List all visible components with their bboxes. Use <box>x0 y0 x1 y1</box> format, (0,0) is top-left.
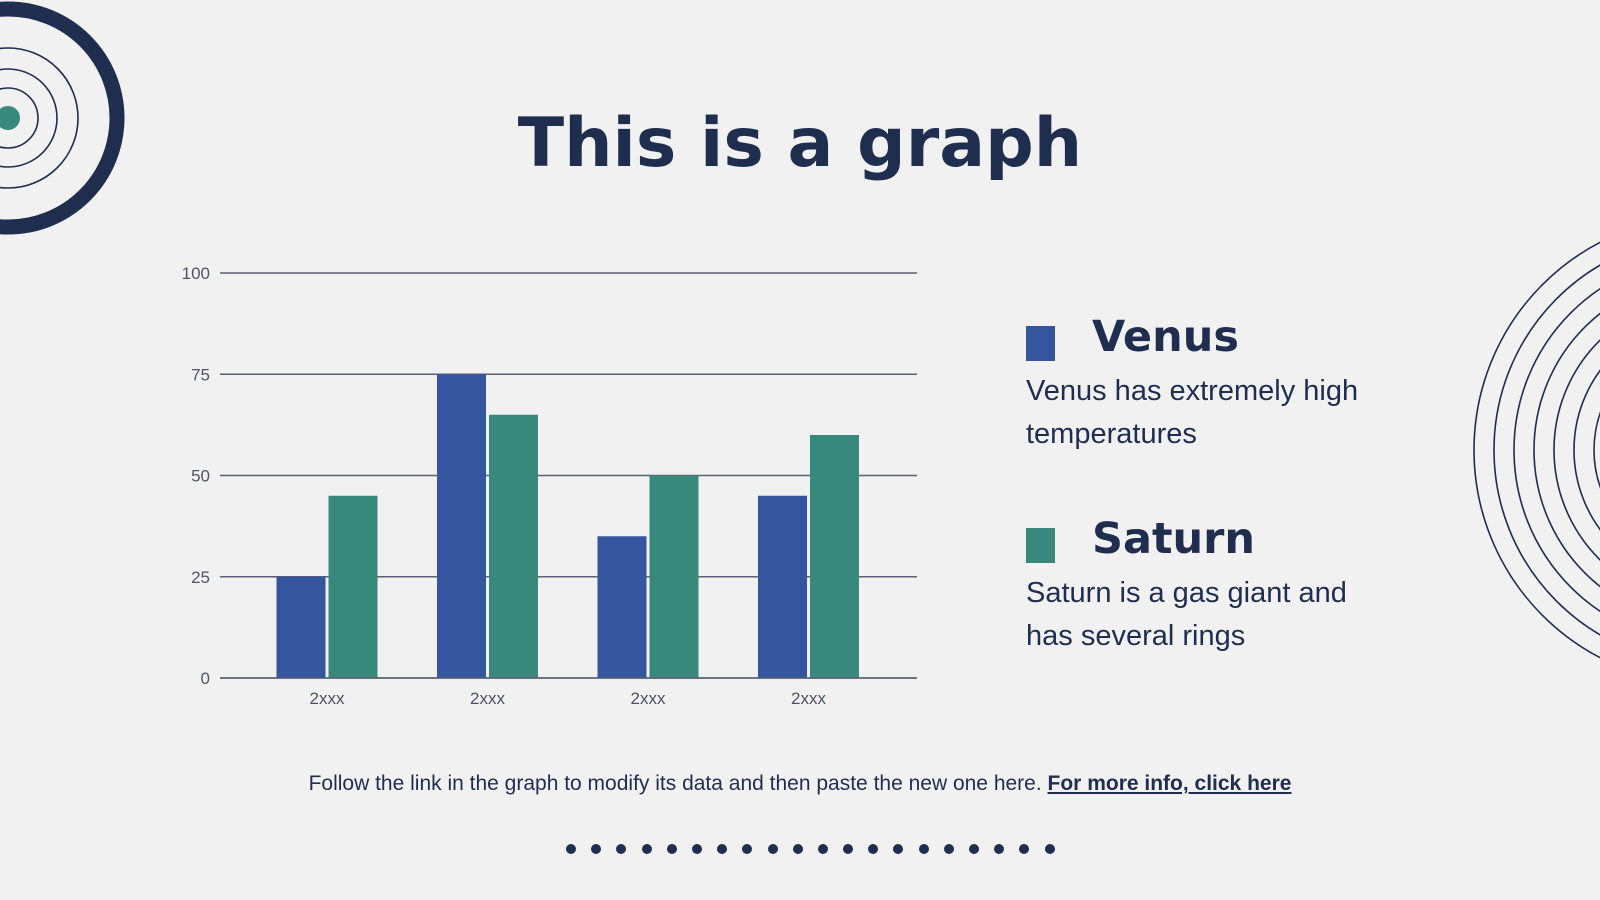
bar-venus <box>437 374 486 678</box>
dot <box>817 844 828 854</box>
dot <box>893 844 904 854</box>
concentric-arcs-right-decoration <box>1473 241 1600 659</box>
dot <box>666 844 677 854</box>
dot <box>616 844 627 854</box>
y-tick-label: 100 <box>182 264 210 283</box>
x-tick-label: 2xxx <box>791 689 826 708</box>
dot <box>792 844 803 854</box>
legend-description-saturn: Saturn is a gas giant and has several ri… <box>1026 577 1347 652</box>
y-tick-label: 0 <box>201 669 210 688</box>
dot-row-decoration <box>566 844 1055 854</box>
dot <box>1019 844 1030 854</box>
dot <box>717 844 728 854</box>
legend-name-venus: Venus <box>1092 312 1239 362</box>
bar-venus <box>597 536 647 678</box>
bar-saturn <box>649 475 699 678</box>
footnote-text: Follow the link in the graph to modify i… <box>308 772 1042 795</box>
bar-saturn <box>810 435 859 678</box>
y-tick-label: 75 <box>191 365 210 384</box>
dot <box>566 844 576 854</box>
dot <box>918 844 929 854</box>
dot <box>691 844 702 854</box>
x-tick-label: 2xxx <box>631 689 666 708</box>
legend-swatch-venus <box>1026 326 1055 361</box>
y-tick-label: 25 <box>191 568 210 587</box>
concentric-circles-top-left-decoration <box>0 1 125 235</box>
dot <box>641 844 652 854</box>
dot <box>742 844 753 854</box>
y-tick-label: 50 <box>191 467 210 486</box>
bar-venus <box>758 495 807 678</box>
dot <box>943 844 954 854</box>
x-tick-label: 2xxx <box>310 689 345 708</box>
bar-saturn <box>489 414 538 678</box>
legend-name-saturn: Saturn <box>1092 514 1255 564</box>
bar-chart: 0 25 50 75 100 2xxx 2xxx 2xxx 2xxx <box>182 264 917 708</box>
dot <box>591 844 602 854</box>
more-info-link[interactable]: For more info, click here <box>1047 772 1292 795</box>
dot <box>843 844 854 854</box>
bar-saturn <box>328 495 378 678</box>
dot <box>969 844 979 854</box>
dot <box>767 844 778 854</box>
dot <box>994 844 1005 854</box>
dot <box>1044 844 1055 854</box>
legend-description-venus: Venus has extremely high temperatures <box>1026 375 1359 450</box>
legend-swatch-saturn <box>1026 528 1055 563</box>
footnote: Follow the link in the graph to modify i… <box>0 772 1600 796</box>
dot <box>868 844 879 854</box>
x-tick-label: 2xxx <box>470 689 505 708</box>
bar-venus <box>276 576 326 678</box>
slide-title: This is a graph <box>517 104 1083 183</box>
